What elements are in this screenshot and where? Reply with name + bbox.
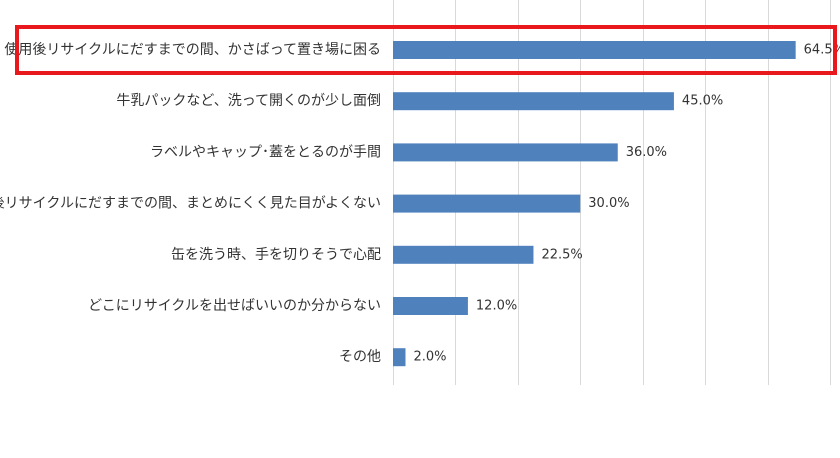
value-label: 45.0% [682,94,723,109]
bar [393,348,406,367]
category-label: 使用後リサイクルにだすまでの間、まとめにくく見た目がよくない [0,195,381,212]
category-labels: 使用後リサイクルにだすまでの間、かさばって置き場に困る牛乳パックなど、洗って開く… [0,41,381,365]
highlight-box-layer [15,25,837,75]
value-label: 64.5% [804,43,840,58]
highlight-box [15,25,837,75]
bars [393,41,796,367]
category-label: 缶を洗う時、手を切りそうで心配 [171,247,381,263]
category-label: ラベルやキャップ･蓋をとるのが手間 [150,144,381,160]
category-label: その他 [339,349,381,365]
value-labels: 64.5% 45.0% 36.0% 30.0% 22.5% 12.0% 2.0% [413,43,840,365]
bar [393,41,796,59]
bar [393,143,618,162]
category-label: 使用後リサイクルにだすまでの間、かさばって置き場に困る [4,41,381,58]
value-label: 36.0% [626,145,667,160]
value-label: 2.0% [413,350,446,365]
gridlines [393,0,831,385]
value-label: 12.0% [476,299,517,314]
category-label: どこにリサイクルを出せばいいのか分からない [88,298,381,314]
bar [393,92,674,111]
category-label: 牛乳パックなど、洗って開くのが少し面倒 [116,93,381,109]
bar [393,194,581,213]
value-label: 22.5% [541,247,582,262]
bar [393,245,534,264]
bar [393,297,468,315]
value-label: 30.0% [588,196,629,211]
